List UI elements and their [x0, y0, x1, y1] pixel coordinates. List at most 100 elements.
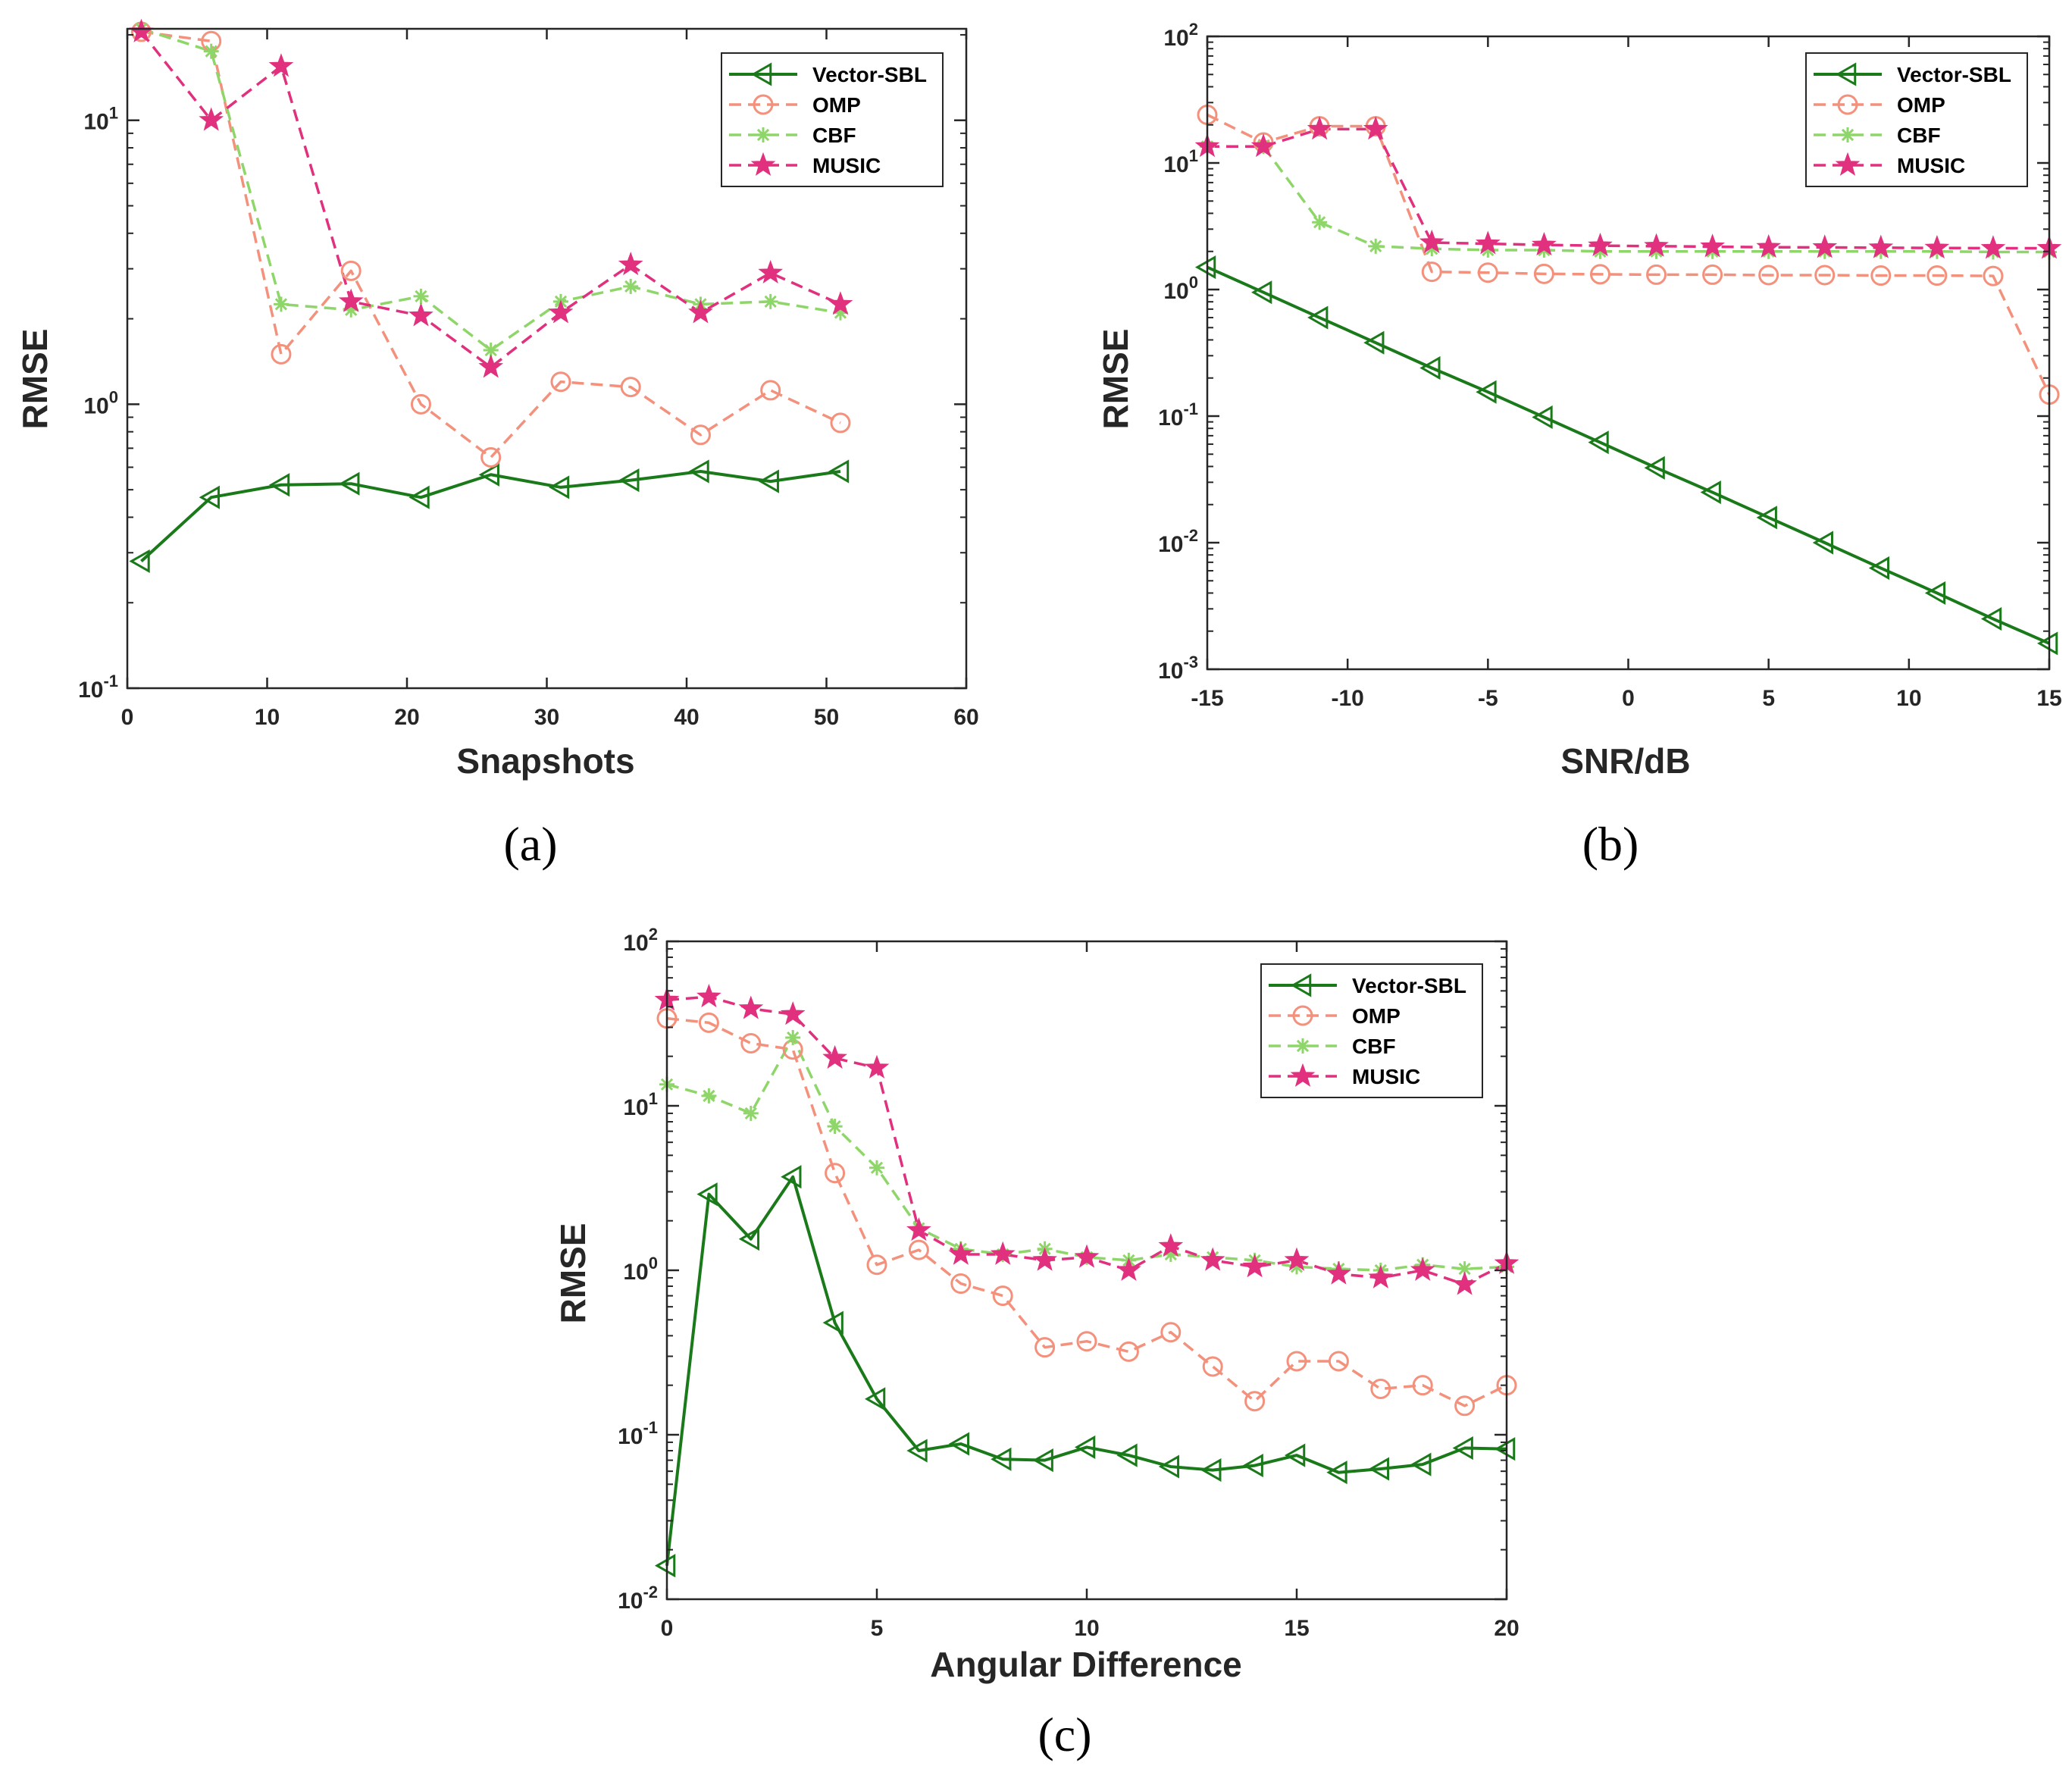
- data-point-vector-sbl: [1032, 1448, 1053, 1473]
- series-markers-omp: [656, 1008, 1517, 1417]
- data-point-omp: [340, 260, 362, 281]
- legend-label: Vector-SBL: [1352, 974, 1466, 997]
- data-point-cbf: [273, 296, 289, 312]
- data-point-cbf: [1368, 238, 1384, 254]
- data-point-cbf: [827, 1119, 843, 1135]
- y-tick-base: 10: [1158, 532, 1183, 557]
- data-point-music: [1074, 1244, 1100, 1268]
- data-point-cbf-stroke: [624, 280, 637, 293]
- data-point-music: [1419, 229, 1444, 253]
- legend: Vector-SBL OMP CBF MUSIC: [1805, 52, 2028, 187]
- series-line-omp: [666, 1016, 1507, 1407]
- data-point-cbf-stroke: [828, 1119, 841, 1133]
- y-tick-label: 101: [83, 104, 118, 135]
- data-point-omp: [410, 393, 431, 415]
- legend-item-omp: OMP: [729, 93, 861, 117]
- data-point-omp: [1076, 1331, 1097, 1352]
- y-tick-exponent: -2: [643, 1583, 658, 1601]
- panel-a-xlabel: Snapshots: [456, 741, 634, 781]
- series-line-vector-sbl: [140, 469, 841, 562]
- y-tick-exponent: -2: [1183, 526, 1198, 545]
- data-point-omp: [866, 1254, 887, 1276]
- data-point-music: [1980, 235, 2006, 259]
- data-point-cbf: [203, 43, 219, 59]
- data-point-vector-sbl: [1363, 330, 1385, 355]
- data-point-music: [1532, 232, 1557, 256]
- y-tick-label: 10-1: [78, 672, 118, 703]
- y-tick-exponent: -1: [1183, 399, 1198, 418]
- panel-a-caption: (a): [503, 817, 557, 871]
- data-point-vector-sbl: [1116, 1443, 1138, 1467]
- data-point-vector-sbl: [1588, 431, 1609, 455]
- data-point-cbf-stroke: [274, 298, 288, 311]
- data-point-omp: [1870, 265, 1892, 286]
- y-tick-exponent: 2: [649, 925, 658, 944]
- data-point-omp: [1477, 262, 1498, 283]
- panel-c-ylabel: RMSE: [553, 1223, 593, 1324]
- data-point-music: [618, 252, 643, 276]
- data-point-music: [1368, 1264, 1394, 1288]
- series-markers-vector-sbl: [129, 459, 850, 574]
- x-tick-label: 5: [1762, 686, 1775, 711]
- data-point-omp: [950, 1273, 972, 1295]
- data-point-vector-sbl: [1494, 1437, 1516, 1461]
- legend-marker: [1290, 973, 1312, 997]
- y-tick-label: 102: [1163, 20, 1198, 51]
- data-point-omp: [992, 1285, 1013, 1307]
- legend-item-omp: OMP: [1269, 1004, 1401, 1028]
- y-tick-exponent: 2: [1189, 20, 1198, 39]
- y-tick-label: 10-2: [1158, 526, 1198, 557]
- data-point-vector-sbl: [1644, 456, 1665, 480]
- x-tick-label: 20: [394, 705, 419, 730]
- legend-marker: [750, 152, 776, 176]
- x-tick-label: 0: [1622, 686, 1635, 711]
- data-point-vector-sbl: [1812, 531, 1833, 555]
- data-point-omp: [1328, 1351, 1349, 1372]
- chart-panel-c: RMSE Angular Difference (c) 0 5 10 15 2010-2…: [553, 925, 1520, 1761]
- panel-b-caption: (b): [1582, 817, 1639, 871]
- legend-label: Vector-SBL: [812, 63, 927, 86]
- data-point-omp: [1370, 1379, 1391, 1400]
- y-tick-label: 100: [1163, 273, 1198, 304]
- data-point-music: [268, 53, 294, 77]
- data-point-cbf-stroke: [744, 1107, 757, 1120]
- data-point-vector-sbl: [1924, 581, 1946, 606]
- data-point-omp: [1926, 265, 1948, 286]
- data-point-omp: [1533, 263, 1554, 284]
- y-tick-base: 10: [618, 1424, 643, 1449]
- y-tick-base: 10: [618, 1589, 643, 1614]
- y-tick-base: 10: [1158, 405, 1183, 431]
- series-line-vector-sbl: [665, 1175, 1507, 1566]
- data-point-omp: [760, 380, 781, 401]
- legend-marker: [1290, 1063, 1316, 1087]
- data-point-vector-sbl: [781, 1165, 802, 1189]
- data-point-music: [1284, 1247, 1310, 1271]
- data-point-omp: [1244, 1391, 1266, 1412]
- data-point-vector-sbl: [1284, 1443, 1306, 1467]
- series-markers-music: [654, 983, 1520, 1295]
- data-point-vector-sbl: [1074, 1435, 1096, 1460]
- data-point-vector-sbl: [1158, 1454, 1180, 1479]
- y-tick-label: 10-1: [1158, 399, 1198, 431]
- data-point-music: [1812, 234, 1838, 258]
- y-tick-label: 102: [623, 925, 658, 956]
- data-point-vector-sbl: [1368, 1457, 1390, 1481]
- x-ticks: 0 5 10 15 20: [661, 941, 1520, 1641]
- data-point-cbf-stroke: [205, 45, 218, 58]
- y-ticks: 10-1 100 101: [78, 33, 966, 703]
- x-tick-label: 15: [1284, 1616, 1309, 1641]
- x-tick-label: -15: [1191, 686, 1223, 711]
- y-tick-label: 10-1: [618, 1418, 658, 1449]
- y-tick-label: 100: [83, 387, 118, 418]
- data-point-music: [1326, 1260, 1351, 1285]
- series-lines: [1207, 113, 2051, 645]
- data-point-omp: [480, 446, 502, 468]
- data-point-omp: [620, 377, 641, 398]
- data-point-music: [1200, 1247, 1225, 1271]
- legend-item-cbf: CBF: [1814, 124, 1941, 147]
- data-point-vector-sbl: [1532, 405, 1553, 430]
- legend-label: Vector-SBL: [1897, 63, 2011, 86]
- data-point-cbf-stroke: [415, 290, 427, 303]
- y-tick-exponent: 1: [109, 104, 118, 123]
